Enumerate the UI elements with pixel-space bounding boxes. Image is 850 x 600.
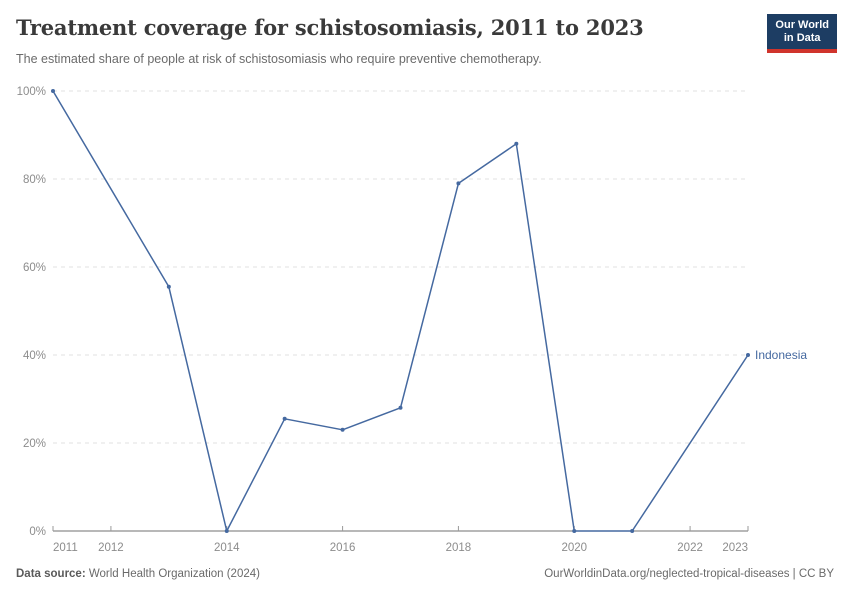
y-axis-label: 100% [17,86,46,98]
data-point-marker[interactable] [398,405,403,410]
y-axis-label: 20% [23,438,46,450]
data-point-marker[interactable] [572,529,577,533]
owid-logo-line2: in Data [783,31,821,44]
owid-logo-line1: Our World [775,19,829,31]
chart-title: Treatment coverage for schistosomiasis, … [16,15,644,40]
data-point-marker[interactable] [224,529,229,533]
data-point-marker[interactable] [746,353,750,357]
x-axis-label: 2023 [722,542,748,554]
y-axis-label: 0% [29,526,46,538]
owid-logo[interactable]: Our World in Data [767,14,837,53]
data-point-marker[interactable] [166,284,171,289]
data-source-label: Data source: [16,568,86,580]
data-source-value: World Health Organization (2024) [88,568,260,580]
data-point-marker[interactable] [514,141,519,146]
line-chart: 0% 20% 40% 60% 80% 100% 2011 2012 2014 2016 2018 20… [17,86,808,554]
x-axis-label: 2020 [561,542,587,554]
x-axis-label: 2012 [98,542,124,554]
chart-footer: Data source: World Health Organization (… [16,568,834,580]
x-axis-label: 2016 [330,542,356,554]
license-credit[interactable]: OurWorldinData.org/neglected-tropical-di… [544,568,834,580]
series-label-indonesia[interactable]: Indonesia [755,348,807,362]
data-point-marker[interactable] [282,416,287,421]
data-point-marker[interactable] [630,529,635,533]
y-axis-label: 60% [23,262,46,274]
data-point-marker[interactable] [340,427,345,432]
data-point-marker[interactable] [51,89,55,93]
x-axis-label: 2022 [677,542,703,554]
x-axis-label: 2011 [53,542,78,554]
y-axis-label: 80% [23,174,46,186]
x-axis-label: 2018 [446,542,472,554]
indonesia-line[interactable] [52,90,749,532]
y-axis-label: 40% [23,350,46,362]
data-point-marker[interactable] [456,181,461,186]
x-axis-label: 2014 [214,542,240,554]
data-source: Data source: World Health Organization (… [16,568,260,580]
chart-subtitle: The estimated share of people at risk of… [16,52,542,66]
